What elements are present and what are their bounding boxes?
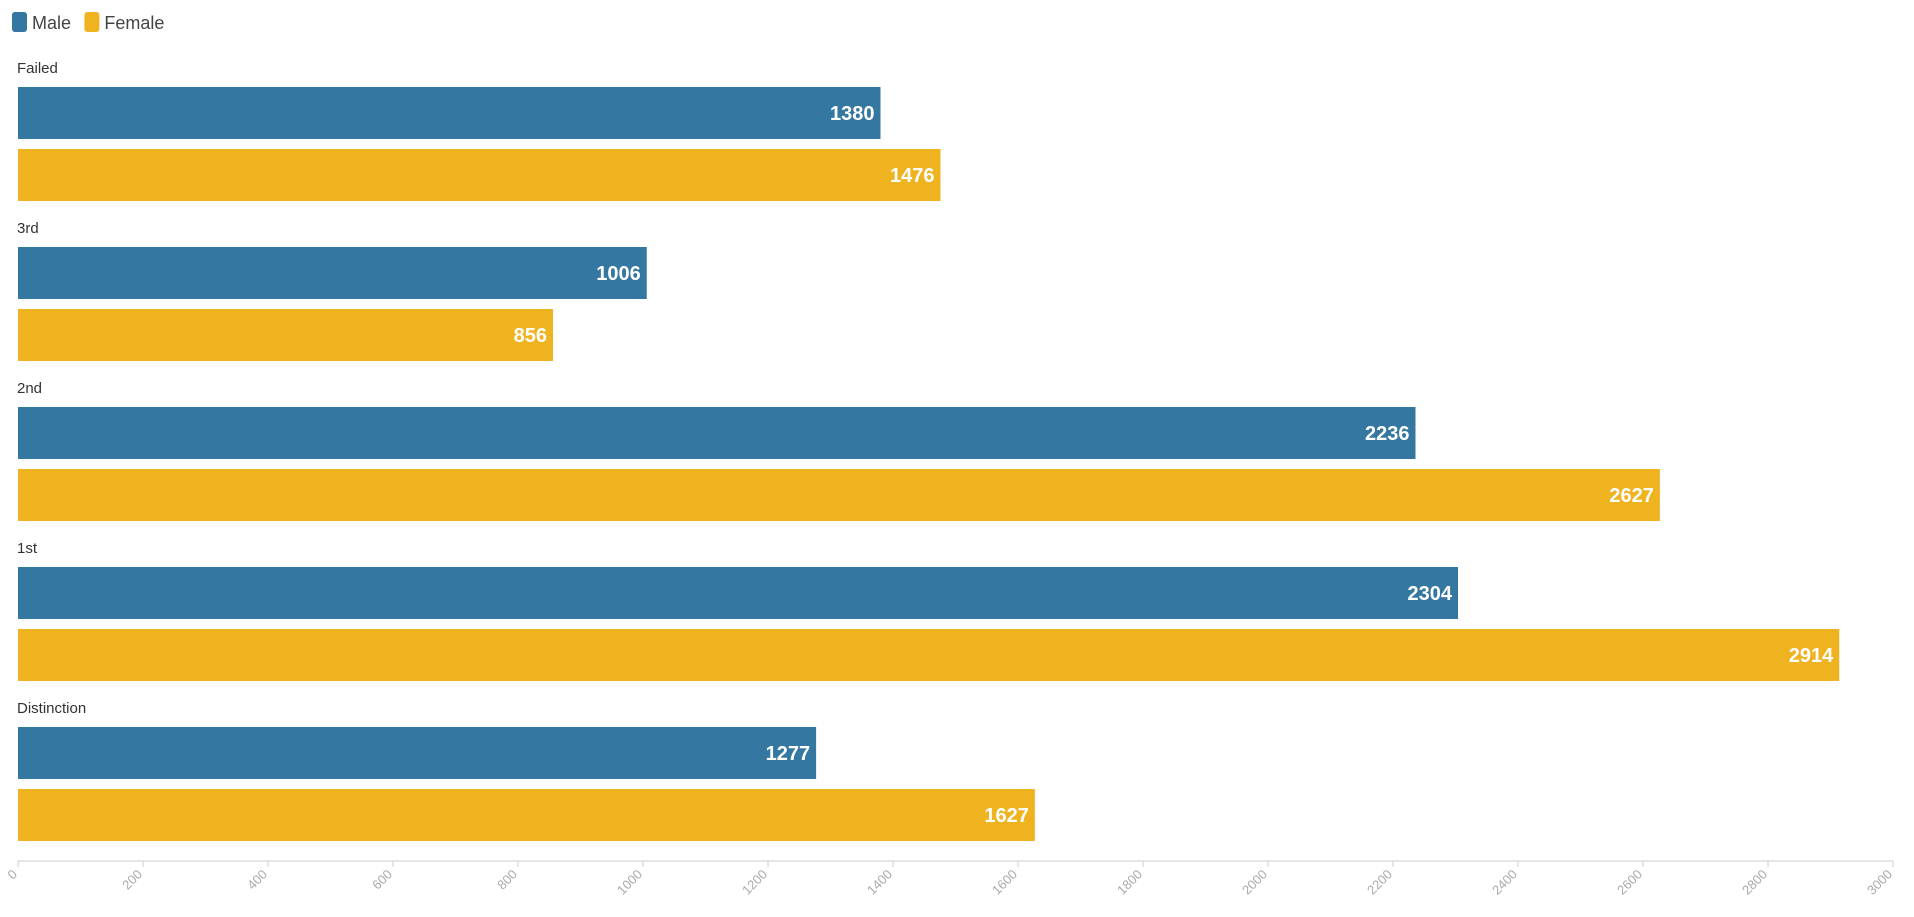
x-tick-label: 2200 [1364,867,1395,898]
bar-value-label: 2914 [1789,645,1834,667]
bar-value-label: 2304 [1408,583,1453,605]
bar-female[interactable] [18,469,1660,521]
category-label: Distinction [17,700,86,717]
category-label: 2nd [17,380,42,397]
legend-label-male[interactable]: Male [32,13,71,33]
bar-group: 3rd 1006 856 [17,220,647,361]
x-tick-label: 3000 [1864,867,1895,898]
x-tick-label: 800 [494,867,520,893]
bar-value-label: 2236 [1365,423,1410,445]
x-axis: 0 200 400 600 800 1000 1200 1400 1600 1800 2000 220… [4,860,1895,898]
bar-male[interactable] [18,87,881,139]
bar-group: 1st 2304 2914 [17,540,1840,681]
x-tick-label: 600 [369,867,395,893]
x-tick-label: 1600 [989,867,1020,898]
x-tick-label: 1800 [1114,867,1145,898]
legend-label-female[interactable]: Female [104,13,164,33]
x-tick-label: 200 [119,867,145,893]
bar-value-label: 1006 [596,263,641,285]
bar-value-label: 2627 [1609,485,1654,507]
x-tick-label: 0 [4,867,20,883]
x-tick-label: 2400 [1489,867,1520,898]
bar-value-label: 1476 [890,165,935,187]
category-label: 1st [17,540,38,557]
bar-value-label: 1627 [984,805,1029,827]
x-tick-label: 2000 [1239,867,1270,898]
x-tick-label: 1200 [739,867,770,898]
x-tick-label: 1000 [614,867,645,898]
x-tick-label: 400 [244,867,270,893]
bar-female[interactable] [18,629,1840,681]
x-tick-label: 2800 [1739,867,1770,898]
bar-value-label: 1380 [830,103,875,125]
bar-male[interactable] [18,567,1458,619]
bar-female[interactable] [18,149,941,201]
bar-female[interactable] [18,309,553,361]
bar-group: Distinction 1277 1627 [17,700,1035,841]
legend-swatch-female [84,12,100,32]
bar-groups: Failed 1380 1476 3rd 1006 856 2nd 2236 2627 1st 23… [17,60,1840,841]
bar-female[interactable] [18,789,1035,841]
bar-group: Failed 1380 1476 [17,60,941,201]
bar-male[interactable] [18,407,1416,459]
category-label: 3rd [17,220,39,237]
category-label: Failed [17,60,58,77]
bar-group: 2nd 2236 2627 [17,380,1660,521]
legend-swatch-male [12,12,27,32]
legend: Male Female [12,12,164,33]
bar-value-label: 1277 [766,743,811,765]
x-tick-label: 1400 [864,867,895,898]
bar-male[interactable] [18,247,647,299]
bar-male[interactable] [18,727,817,779]
bar-value-label: 856 [514,325,547,347]
x-tick-label: 2600 [1614,867,1645,898]
